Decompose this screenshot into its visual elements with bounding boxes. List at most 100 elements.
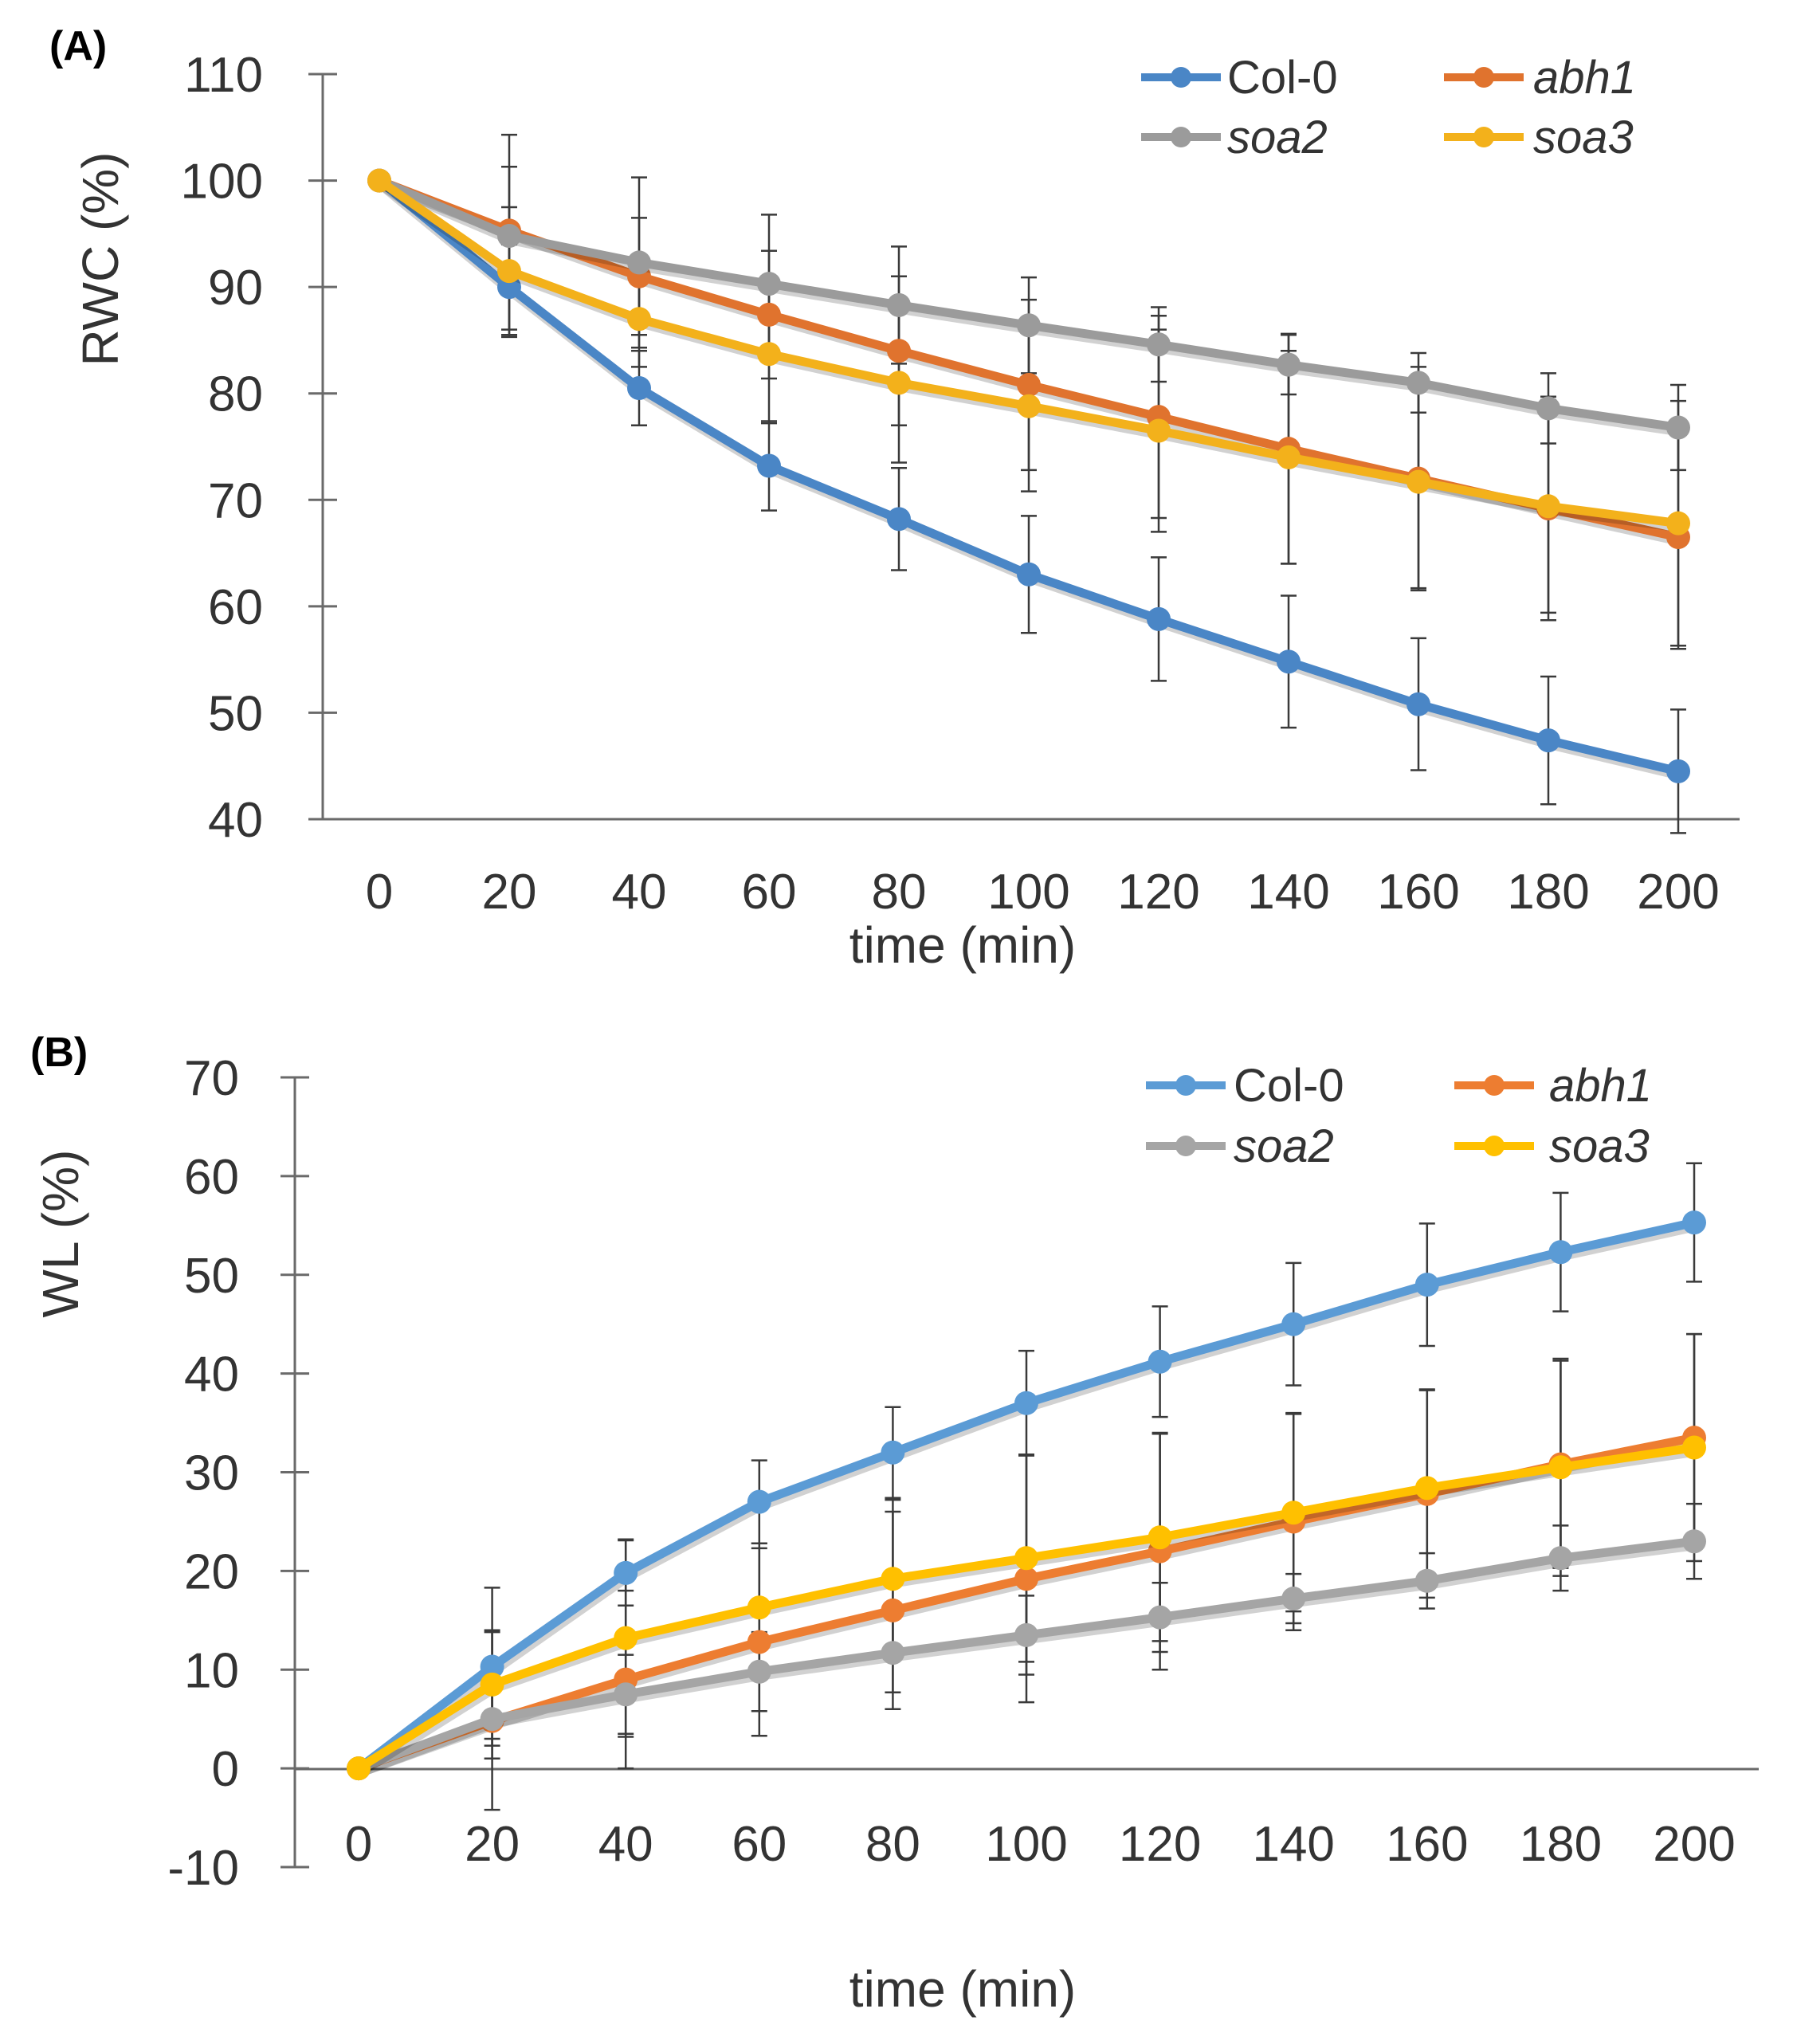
error-bars-soa3 <box>484 1332 1702 1740</box>
data-point-col-0 <box>887 507 911 532</box>
y-tick-label: 20 <box>184 1544 239 1599</box>
data-point-col-0 <box>1148 1349 1172 1374</box>
data-point-col-0 <box>1277 649 1301 674</box>
data-point-soa3 <box>887 371 911 395</box>
data-point-abh1 <box>747 1630 771 1654</box>
legend-label-soa2: soa2 <box>1234 1120 1334 1172</box>
panel-b-y-axis-title: WL (%) <box>32 1150 89 1318</box>
error-bars-col-0 <box>484 1162 1702 1747</box>
legend-marker-soa2 <box>1171 127 1191 147</box>
panel-b-legend: Col-0 abh1 soa2 soa3 <box>1146 1060 1652 1172</box>
data-point-soa2 <box>1536 396 1560 421</box>
x-tick-label: 80 <box>872 865 927 920</box>
legend-marker-soa3 <box>1473 127 1494 147</box>
x-tick-label: 120 <box>1119 1817 1201 1872</box>
series-shadow-soa3 <box>357 1445 1697 1777</box>
y-tick-label: 110 <box>184 48 263 103</box>
data-point-soa3 <box>1147 418 1171 443</box>
data-point-soa3 <box>1017 394 1041 418</box>
panel-b-label: (B) <box>30 1030 88 1076</box>
legend-label-abh1: abh1 <box>1533 52 1636 104</box>
data-point-col-0 <box>627 376 651 401</box>
data-point-soa2 <box>1548 1546 1573 1571</box>
y-tick-label: 40 <box>208 793 263 848</box>
data-point-soa3 <box>1281 1501 1306 1525</box>
data-point-soa3 <box>1014 1546 1038 1571</box>
x-tick-label: 100 <box>985 1817 1067 1872</box>
legend-marker-soa3 <box>1484 1136 1505 1156</box>
y-tick-label: 100 <box>181 155 263 210</box>
legend-marker-col-0 <box>1175 1075 1196 1096</box>
y-tick-label: 50 <box>184 1249 239 1304</box>
data-point-soa2 <box>1014 1622 1038 1647</box>
x-tick-label: 60 <box>742 865 797 920</box>
series-shadow-abh1 <box>358 1435 1697 1777</box>
panel-b-x-axis-title: time (min) <box>849 1960 1076 2018</box>
x-tick-label: 160 <box>1377 865 1459 920</box>
legend-marker-abh1 <box>1473 67 1494 88</box>
x-tick-label: 100 <box>987 865 1069 920</box>
data-point-soa3 <box>881 1567 905 1591</box>
data-point-soa3 <box>1277 445 1301 469</box>
x-tick-label: 0 <box>366 865 393 920</box>
data-point-col-0 <box>480 1654 504 1679</box>
data-point-col-0 <box>614 1560 638 1585</box>
data-point-soa2 <box>1414 1568 1439 1593</box>
data-point-soa2 <box>1407 371 1430 395</box>
data-point-abh1 <box>757 302 781 327</box>
data-point-soa3 <box>497 259 521 284</box>
x-tick-label: 80 <box>865 1817 920 1872</box>
y-tick-label: 30 <box>184 1446 239 1501</box>
data-point-soa3 <box>1666 511 1690 536</box>
data-point-col-0 <box>1414 1273 1439 1297</box>
y-tick-label: 60 <box>184 1150 239 1205</box>
data-point-col-0 <box>1017 562 1041 587</box>
data-point-soa2 <box>614 1682 638 1707</box>
data-point-soa2 <box>1666 415 1690 440</box>
legend-entry-abh1: abh1 <box>1444 52 1636 104</box>
y-tick-label: 70 <box>184 1051 239 1106</box>
legend-label-soa2: soa2 <box>1227 112 1328 163</box>
x-tick-label: 180 <box>1507 865 1589 920</box>
data-point-col-0 <box>757 453 781 478</box>
x-tick-label: 0 <box>345 1817 372 1872</box>
legend-entry-soa2: soa2 <box>1141 112 1328 163</box>
panel-b: (B) WL (%) time (min) -10 0 10 20 30 40 50 60 70… <box>30 1030 1759 2018</box>
legend-label-col-0: Col-0 <box>1227 52 1338 104</box>
series-shadow-col-0 <box>377 179 1681 780</box>
panel-a-y-axis-title: RWC (%) <box>72 152 129 367</box>
series-shadow-col-0 <box>356 1220 1697 1776</box>
data-point-soa3 <box>480 1672 504 1697</box>
data-point-soa3 <box>1414 1476 1439 1501</box>
data-point-soa2 <box>881 1641 905 1665</box>
series-shadow-abh1 <box>379 179 1681 546</box>
data-point-abh1 <box>887 339 911 363</box>
panel-b-ticks: -10 0 10 20 30 40 50 60 70 0 20 40 60 80 100 120 140 160 1… <box>167 1051 1735 1896</box>
data-point-soa2 <box>1148 1605 1172 1630</box>
legend-entry-soa3: soa3 <box>1454 1120 1650 1172</box>
legend-entry-abh1: abh1 <box>1454 1060 1652 1112</box>
y-tick-label: 60 <box>208 580 263 635</box>
x-tick-label: 120 <box>1117 865 1199 920</box>
data-point-soa3 <box>757 342 781 367</box>
data-point-soa3 <box>347 1756 371 1781</box>
legend-marker-col-0 <box>1171 67 1191 88</box>
panel-a-ticks: 40 50 60 70 80 90 100 110 0 20 40 60 80 100 120 140 160 1… <box>181 48 1720 920</box>
y-tick-label: 70 <box>208 473 263 528</box>
data-point-soa3 <box>1407 469 1430 494</box>
x-tick-label: 20 <box>482 865 537 920</box>
x-tick-label: 140 <box>1247 865 1329 920</box>
panel-a-x-axis-title: time (min) <box>849 916 1076 974</box>
data-point-soa2 <box>887 292 911 317</box>
legend-label-col-0: Col-0 <box>1234 1060 1344 1112</box>
legend-entry-soa3: soa3 <box>1444 112 1634 163</box>
data-point-soa2 <box>747 1659 771 1684</box>
x-tick-label: 180 <box>1520 1817 1602 1872</box>
legend-label-abh1: abh1 <box>1549 1060 1652 1112</box>
panel-a-label: (A) <box>49 23 107 69</box>
data-point-col-0 <box>1281 1312 1306 1336</box>
data-point-col-0 <box>881 1440 905 1465</box>
legend-entry-col-0: Col-0 <box>1146 1060 1344 1112</box>
data-point-soa2 <box>627 250 651 275</box>
